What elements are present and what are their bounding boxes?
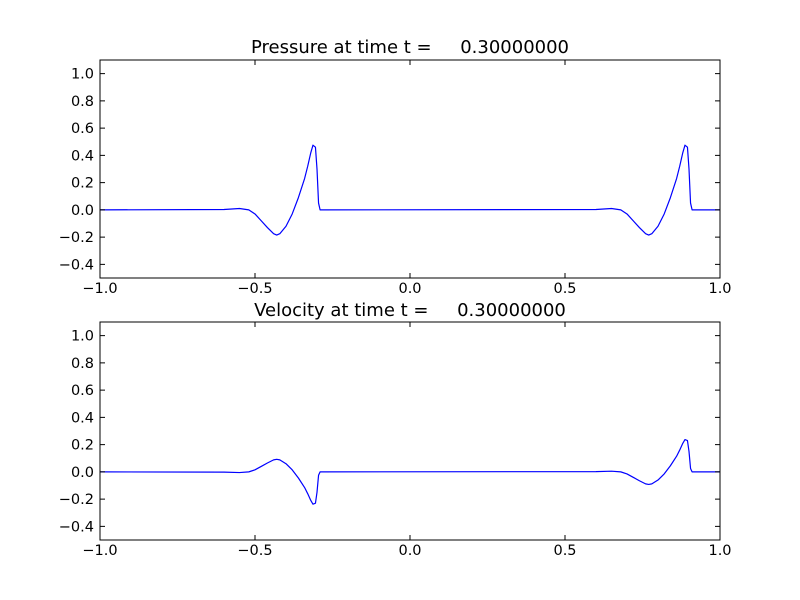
series-line (100, 144, 720, 236)
y-tick-label: 0.4 (71, 410, 94, 426)
chart-title: Velocity at time t = 0.30000000 (254, 300, 566, 321)
y-tick-label: 0.8 (71, 356, 94, 372)
x-tick-label: 0.5 (553, 543, 576, 559)
subplot-pressure: −1.0 −0.5 0.0 0.5 1.0 −0.4 −0.2 0.0 0.2 0.4 0.6 0.8… (59, 37, 732, 297)
y-tick-label: −0.4 (59, 519, 94, 535)
x-tick-label: 1.0 (708, 281, 731, 297)
x-tick-label: −1.0 (82, 281, 117, 297)
subplot-velocity: −1.0 −0.5 0.0 0.5 1.0 −0.4 −0.2 0.0 0.2 0.4 0.6 0.8… (59, 300, 732, 559)
chart-title: Pressure at time t = 0.30000000 (251, 37, 569, 58)
y-tick-label: −0.2 (59, 492, 94, 508)
y-tick-label: −0.2 (59, 230, 94, 246)
plot-area (100, 60, 720, 278)
y-tick-label: 0.2 (71, 438, 94, 454)
plot-area (100, 322, 720, 540)
y-tick-label: −0.4 (59, 257, 94, 273)
y-tick-label: 0.0 (71, 203, 94, 219)
y-tick-label: 0.6 (71, 383, 94, 399)
x-tick-label: 1.0 (708, 543, 731, 559)
y-tick-label: 0.8 (71, 94, 94, 110)
y-tick-label: 0.2 (71, 176, 94, 192)
y-tick-label: 0.0 (71, 465, 94, 481)
x-tick-label: 0.0 (398, 281, 421, 297)
series-line (100, 438, 720, 505)
x-tick-label: −1.0 (82, 543, 117, 559)
x-tick-label: −0.5 (237, 281, 272, 297)
x-tick-label: 0.5 (553, 281, 576, 297)
y-tick-label: 1.0 (71, 67, 94, 83)
x-tick-label: 0.0 (398, 543, 421, 559)
x-tick-label: −0.5 (237, 543, 272, 559)
y-tick-label: 0.6 (71, 121, 94, 137)
y-tick-label: 1.0 (71, 329, 94, 345)
y-tick-label: 0.4 (71, 148, 94, 164)
